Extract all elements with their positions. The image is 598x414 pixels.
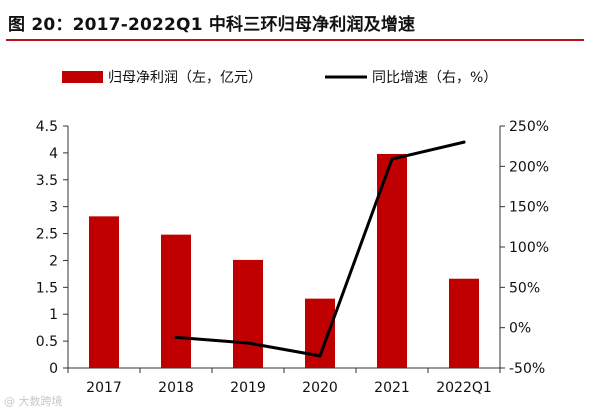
x-tick-label: 2017 (86, 380, 122, 396)
right-tick-label: -50% (509, 361, 545, 377)
title-divider (6, 39, 584, 41)
watermark: @ 大数跨境 (4, 395, 63, 408)
left-tick-label: 1.5 (36, 280, 58, 296)
left-tick-label: 4 (49, 146, 58, 162)
bar-series (89, 153, 479, 368)
legend-bar-swatch (62, 71, 103, 83)
growth-point (390, 157, 394, 161)
legend: 归母净利润（左，亿元） 同比增速（右，%） (62, 69, 497, 86)
bar (161, 234, 191, 368)
growth-line-segment (318, 157, 394, 358)
left-tick-label: 2.5 (36, 227, 58, 243)
axes: 0 0.5 1 1.5 2 2.5 3 3.5 4 4.5 -50% 0% 50% 100% 150% 200… (36, 119, 549, 396)
right-tick-label: 250% (509, 119, 549, 135)
right-tick-label: 150% (509, 200, 549, 216)
growth-point (174, 335, 178, 339)
x-tick-label: 2022Q1 (436, 380, 492, 396)
left-tick-label: 3 (49, 200, 58, 216)
bar (305, 298, 335, 368)
bar (89, 216, 119, 368)
legend-line-label: 同比增速（右，%） (372, 70, 497, 86)
line-series (174, 140, 466, 358)
x-tick-label: 2020 (302, 380, 338, 396)
right-tick-label: 50% (509, 280, 540, 296)
growth-line-segment (390, 140, 466, 161)
growth-point (462, 140, 466, 144)
growth-point (246, 341, 250, 345)
left-tick-label: 0 (49, 361, 58, 377)
left-tick-label: 4.5 (36, 119, 58, 135)
x-tick-label: 2019 (230, 380, 266, 396)
left-tick-label: 1 (49, 307, 58, 323)
growth-line-segment (174, 335, 250, 345)
legend-bar-label: 归母净利润（左，亿元） (108, 69, 262, 86)
right-tick-label: 200% (509, 159, 549, 175)
left-tick-label: 2 (49, 253, 58, 269)
left-tick-label: 0.5 (36, 334, 58, 350)
left-tick-label: 3.5 (36, 173, 58, 189)
chart-title: 图 20：2017-2022Q1 中科三环归母净利润及增速 (8, 15, 416, 35)
growth-point (318, 354, 322, 358)
bar (449, 278, 479, 368)
right-tick-label: 100% (509, 240, 549, 256)
x-tick-label: 2021 (374, 380, 410, 396)
growth-line-segment (246, 341, 322, 358)
bar (233, 259, 263, 368)
right-tick-label: 0% (509, 321, 531, 337)
x-tick-label: 2018 (158, 380, 194, 396)
